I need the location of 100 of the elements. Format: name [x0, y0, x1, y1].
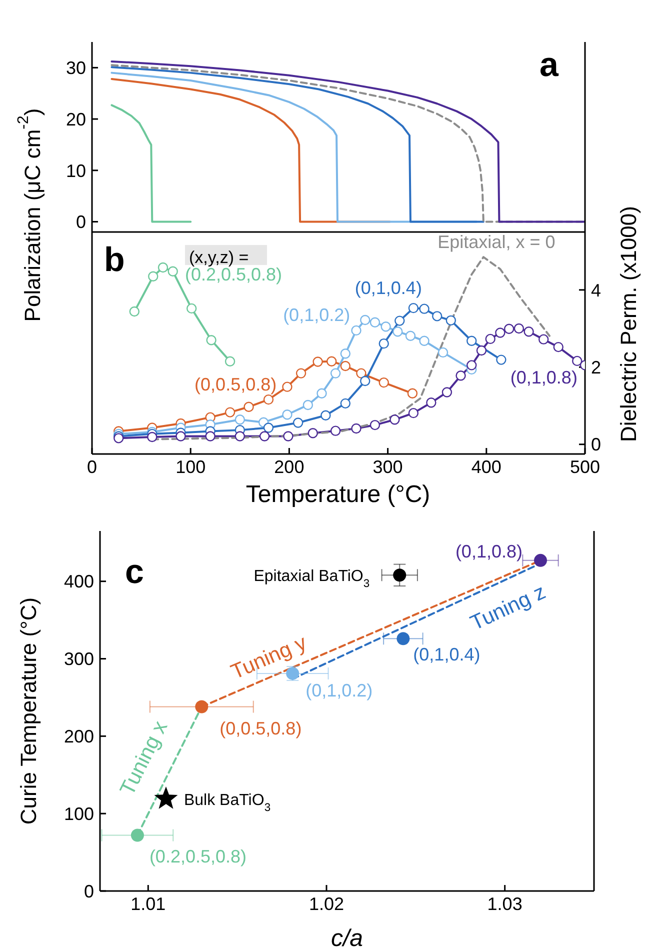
point	[351, 325, 362, 336]
y-axis-title: Curie Temperature (°C)	[16, 597, 40, 825]
point	[176, 431, 186, 442]
point	[330, 426, 341, 436]
point	[538, 334, 549, 344]
point	[206, 335, 216, 346]
x-tick-label: 1.02	[308, 894, 344, 914]
point	[524, 326, 534, 337]
point	[514, 323, 524, 334]
point	[224, 356, 236, 366]
point	[392, 326, 403, 337]
point	[442, 387, 452, 398]
point	[446, 315, 456, 326]
point	[370, 317, 380, 328]
y2-axis-title: Dielectric Perm. (x1000)	[616, 206, 640, 442]
y-tick-label: 10	[66, 160, 86, 181]
point	[432, 311, 442, 322]
y-tick-label: 20	[66, 109, 86, 130]
x-tick-label: 1.03	[487, 894, 522, 914]
point	[380, 321, 391, 332]
point	[234, 431, 245, 442]
point	[407, 388, 418, 398]
point	[340, 360, 350, 372]
point	[263, 422, 274, 433]
point	[396, 632, 410, 646]
y-tick-label: 0	[84, 881, 94, 902]
point	[408, 302, 419, 314]
line-series	[110, 104, 192, 223]
point	[405, 330, 416, 341]
point	[356, 368, 366, 378]
x-tick-label: 400	[471, 456, 502, 477]
point	[466, 336, 477, 346]
point	[553, 342, 564, 352]
point	[224, 407, 236, 418]
point	[394, 316, 405, 326]
point	[282, 382, 292, 392]
point	[390, 414, 400, 425]
point	[147, 432, 158, 442]
point	[234, 414, 245, 425]
point	[244, 402, 254, 412]
series-label: Epitaxial, x = 0	[438, 232, 556, 252]
x-tick-label: 100	[176, 456, 206, 477]
point	[360, 314, 370, 326]
y-tick-label: 200	[64, 726, 94, 747]
point	[419, 336, 430, 346]
y-tick-label: 300	[64, 649, 94, 670]
series-label: (0,1,0.2)	[283, 305, 350, 326]
point	[308, 428, 318, 438]
point	[302, 400, 314, 410]
y-tick-label: 400	[64, 572, 94, 592]
point	[456, 370, 466, 381]
point	[504, 324, 514, 334]
series-label: (0,1,0.4)	[413, 644, 480, 665]
x-tick-label: 200	[274, 456, 304, 477]
point	[485, 334, 496, 344]
point	[572, 356, 582, 366]
y-tick-label: 30	[66, 58, 86, 78]
point	[296, 368, 306, 378]
y-tick-label: 0	[76, 212, 86, 232]
series-label: (0,1,0.4)	[354, 278, 422, 298]
point	[263, 394, 274, 405]
annotation: a	[540, 46, 560, 84]
point	[129, 306, 140, 317]
point	[282, 410, 292, 420]
point	[316, 388, 327, 398]
x-tick-label: 500	[570, 456, 600, 477]
point	[312, 356, 323, 367]
point	[378, 377, 389, 388]
text: Tuning z	[467, 580, 550, 636]
point	[426, 398, 436, 408]
point	[168, 266, 178, 276]
point	[148, 271, 158, 282]
point	[320, 410, 331, 420]
series-label: (0.2,0.5,0.8)	[149, 846, 247, 866]
annotation: c	[125, 553, 144, 591]
point	[292, 418, 304, 428]
annotation: b	[104, 241, 125, 279]
y2-tick-label: 2	[591, 358, 602, 378]
point	[476, 345, 487, 356]
series-label: (0,0.5,0.8)	[194, 374, 277, 394]
point	[438, 347, 448, 358]
point	[195, 700, 208, 714]
x-tick-label: 300	[372, 456, 403, 477]
y-tick-label: 100	[64, 804, 94, 824]
series-label: Epitaxial BaTiO$_{3}$	[254, 568, 370, 590]
point	[330, 368, 341, 378]
point	[496, 354, 506, 365]
point	[205, 431, 216, 442]
series-label: (0,1,0.8)	[455, 541, 522, 562]
point	[283, 431, 294, 442]
point	[351, 423, 362, 434]
point	[186, 303, 197, 314]
y2-tick-label: 0	[591, 434, 602, 455]
point	[326, 356, 337, 366]
x-axis-title: c/a	[330, 925, 364, 949]
series-label: (0,1,0.8)	[510, 368, 578, 388]
point	[378, 338, 389, 349]
point	[419, 304, 430, 314]
point	[259, 431, 270, 442]
point	[393, 568, 406, 582]
